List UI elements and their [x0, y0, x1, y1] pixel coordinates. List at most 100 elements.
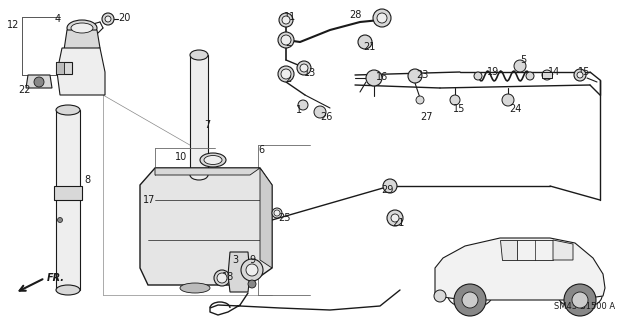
Circle shape — [214, 270, 230, 286]
Bar — [56, 62, 64, 74]
Circle shape — [542, 70, 552, 80]
Circle shape — [272, 208, 282, 218]
Text: 16: 16 — [376, 72, 388, 82]
Text: 17: 17 — [143, 195, 156, 205]
Circle shape — [454, 284, 486, 316]
Circle shape — [450, 95, 460, 105]
Text: SM43-B1500 A: SM43-B1500 A — [554, 302, 615, 311]
Ellipse shape — [200, 153, 226, 167]
Text: 10: 10 — [175, 152, 188, 162]
Text: 27: 27 — [420, 112, 433, 122]
Text: 26: 26 — [320, 112, 332, 122]
Text: 6: 6 — [258, 145, 264, 155]
Text: 21: 21 — [363, 42, 376, 52]
Circle shape — [514, 60, 526, 72]
Text: 28: 28 — [349, 10, 362, 20]
Text: 2: 2 — [285, 74, 291, 84]
Text: FR.: FR. — [47, 273, 65, 283]
Bar — [542, 72, 552, 78]
Polygon shape — [553, 240, 573, 260]
Polygon shape — [260, 168, 272, 268]
Ellipse shape — [71, 23, 93, 33]
Text: 20: 20 — [118, 13, 131, 23]
Circle shape — [105, 16, 111, 22]
Circle shape — [241, 259, 263, 281]
Ellipse shape — [56, 285, 80, 295]
Text: 15: 15 — [578, 67, 590, 77]
Circle shape — [387, 210, 403, 226]
Circle shape — [297, 61, 311, 75]
Text: 11: 11 — [284, 12, 296, 22]
Circle shape — [300, 64, 308, 72]
Circle shape — [373, 9, 391, 27]
Circle shape — [314, 106, 326, 118]
Ellipse shape — [67, 20, 97, 36]
Polygon shape — [64, 30, 100, 55]
Text: 2: 2 — [285, 38, 291, 48]
Circle shape — [366, 70, 382, 86]
Text: 25: 25 — [278, 213, 291, 223]
Text: 3: 3 — [232, 255, 238, 265]
Circle shape — [278, 66, 294, 82]
Bar — [56, 62, 72, 74]
Circle shape — [474, 72, 482, 80]
Circle shape — [217, 273, 227, 283]
Text: 18: 18 — [222, 272, 234, 282]
Circle shape — [572, 292, 588, 308]
Text: 8: 8 — [84, 175, 90, 185]
Text: 21: 21 — [392, 218, 404, 228]
Circle shape — [434, 290, 446, 302]
Circle shape — [246, 264, 258, 276]
Ellipse shape — [56, 105, 80, 115]
Circle shape — [574, 69, 586, 81]
Ellipse shape — [190, 170, 208, 180]
Text: 12: 12 — [7, 20, 19, 30]
Bar — [190, 55, 208, 175]
Circle shape — [58, 218, 63, 222]
Circle shape — [282, 16, 290, 24]
Circle shape — [298, 100, 308, 110]
Polygon shape — [500, 240, 517, 260]
Text: 1: 1 — [296, 105, 302, 115]
Polygon shape — [26, 75, 52, 88]
Circle shape — [281, 35, 291, 45]
Circle shape — [281, 69, 291, 79]
Polygon shape — [57, 48, 105, 95]
Text: 14: 14 — [548, 67, 560, 77]
Circle shape — [274, 210, 280, 216]
Circle shape — [358, 35, 372, 49]
Text: 4: 4 — [55, 14, 61, 24]
Text: 19: 19 — [487, 67, 499, 77]
Circle shape — [391, 214, 399, 222]
Circle shape — [34, 77, 44, 87]
Polygon shape — [140, 168, 272, 285]
Circle shape — [462, 292, 478, 308]
Circle shape — [416, 96, 424, 104]
Polygon shape — [56, 110, 80, 290]
Text: 15: 15 — [453, 104, 465, 114]
Bar — [54, 186, 82, 200]
Circle shape — [278, 32, 294, 48]
Text: 23: 23 — [416, 70, 428, 80]
Circle shape — [577, 72, 583, 78]
Circle shape — [564, 284, 596, 316]
Polygon shape — [155, 168, 260, 175]
Circle shape — [248, 280, 256, 288]
Circle shape — [377, 13, 387, 23]
Circle shape — [408, 69, 422, 83]
Text: 13: 13 — [304, 68, 316, 78]
Circle shape — [502, 94, 514, 106]
Text: 24: 24 — [509, 104, 522, 114]
Polygon shape — [435, 238, 605, 300]
Ellipse shape — [180, 283, 210, 293]
Circle shape — [526, 72, 534, 80]
Circle shape — [383, 179, 397, 193]
Ellipse shape — [190, 50, 208, 60]
Circle shape — [102, 13, 114, 25]
Text: 22: 22 — [18, 85, 31, 95]
Text: 7: 7 — [204, 120, 211, 130]
Text: 29: 29 — [381, 185, 394, 195]
Circle shape — [279, 13, 293, 27]
Text: 5: 5 — [520, 55, 526, 65]
Ellipse shape — [204, 155, 222, 165]
